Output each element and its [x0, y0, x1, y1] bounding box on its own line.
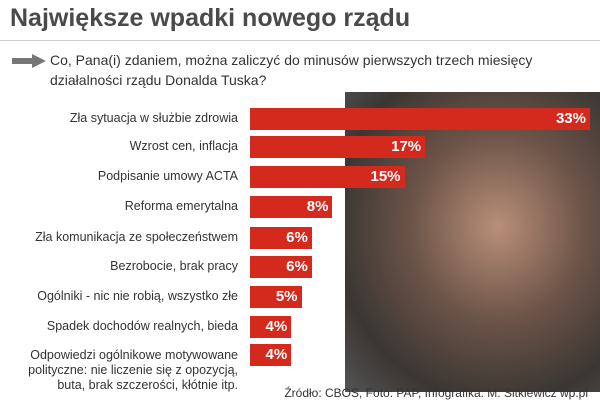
category-label: Zła komunikacja ze społeczeństwem [35, 230, 238, 244]
arrow-icon [12, 54, 46, 68]
value-label: 15% [370, 168, 401, 185]
value-label: 5% [275, 288, 298, 305]
bar [250, 256, 312, 278]
category-label: Ogólniki - nic nie robią, wszystko złe [37, 289, 238, 303]
bar [250, 196, 333, 218]
value-label: 8% [306, 198, 329, 215]
value-label: 4% [265, 346, 288, 363]
bar [250, 316, 292, 338]
category-label: Podpisanie umowy ACTA [97, 169, 238, 183]
value-label: 6% [286, 229, 308, 246]
question: Co, Pana(i) zdaniem, można zaliczyć do m… [50, 52, 533, 88]
value-label: 4% [265, 318, 288, 335]
bar [250, 166, 405, 188]
bar [250, 286, 302, 308]
category-label: Reforma emerytalna [124, 199, 238, 213]
bar [250, 136, 426, 158]
category-label: Spadek dochodów realnych, bieda [46, 319, 238, 333]
value-label: 17% [391, 138, 422, 155]
category-label: Wzrost cen, inflacja [129, 139, 238, 153]
value-label: 33% [555, 110, 586, 127]
category-label: Bezrobocie, brak pracy [110, 259, 238, 273]
bar [250, 344, 292, 366]
chart-title: Największe wpadki nowego rządu [10, 4, 411, 32]
bar [250, 227, 312, 249]
source: Źródło: CBOS, Foto: PAP, Infografika: M.… [284, 386, 588, 400]
bar [250, 108, 590, 130]
separator [0, 40, 600, 41]
category-label: Zła sytuacja w służbie zdrowia [69, 111, 238, 125]
category-label: Odpowiedzi ogólnikowe motywowane polityc… [28, 348, 238, 392]
value-label: 6% [286, 258, 308, 275]
